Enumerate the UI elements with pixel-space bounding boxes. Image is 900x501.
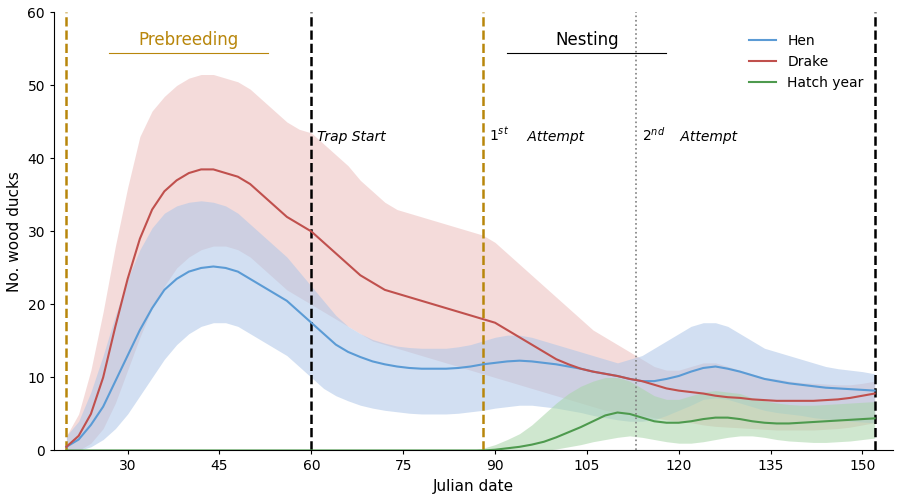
Text: Attempt: Attempt [523,130,584,144]
Legend: Hen, Drake, Hatch year: Hen, Drake, Hatch year [743,28,869,95]
X-axis label: Julian date: Julian date [433,479,514,494]
Text: Attempt: Attempt [676,130,737,144]
Text: Trap Start: Trap Start [318,130,386,144]
Text: $2^{nd}$: $2^{nd}$ [642,126,665,144]
Text: Nesting: Nesting [555,31,618,49]
Text: $1^{st}$: $1^{st}$ [489,126,509,144]
Text: Prebreeding: Prebreeding [139,31,239,49]
Y-axis label: No. wood ducks: No. wood ducks [7,171,22,292]
